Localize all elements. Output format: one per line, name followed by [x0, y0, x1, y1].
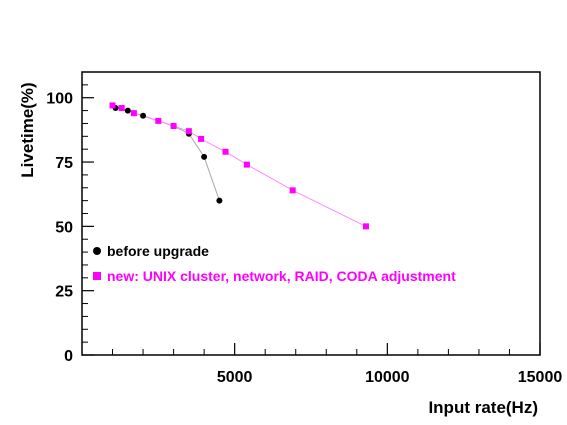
series-1-point	[124, 107, 131, 114]
plot-frame	[81, 71, 541, 356]
y-tick-label: 50	[55, 219, 73, 236]
series-1-point	[201, 153, 208, 160]
plot-border	[81, 71, 541, 356]
x-axis-title: Input rate(Hz)	[428, 398, 538, 417]
series-2-curve	[112, 104, 367, 227]
fit-curves	[112, 104, 367, 227]
series-2-point	[118, 105, 125, 112]
x-tick-label: 10000	[365, 369, 410, 386]
y-tick-label: 100	[46, 91, 73, 108]
y-tick-label: 0	[64, 348, 73, 365]
series-2-point	[109, 102, 116, 109]
axes: 0 25 50 75 100 5000 10000 15000	[46, 84, 563, 386]
series-2-point	[222, 148, 229, 155]
legend-marker-1	[93, 247, 101, 255]
series-2-point	[185, 128, 192, 135]
legend: before upgrade new: UNIX cluster, network…	[93, 243, 456, 284]
x-tick-label: 15000	[518, 369, 563, 386]
series-2-point	[243, 161, 250, 168]
series-1-point	[216, 197, 223, 204]
series-2-point	[362, 223, 369, 230]
legend-label-1: before upgrade	[107, 243, 209, 259]
y-tick-label: 75	[55, 155, 73, 172]
series-2-point	[289, 187, 296, 194]
series-2-point	[155, 117, 162, 124]
series-2-point	[198, 135, 205, 142]
y-tick-label: 25	[55, 284, 73, 301]
legend-label-2: new: UNIX cluster, network, RAID, CODA a…	[107, 268, 456, 284]
data-points	[109, 102, 369, 230]
legend-marker-2	[93, 272, 101, 280]
series-2-point	[170, 123, 177, 130]
x-tick-label: 5000	[217, 369, 253, 386]
series-1-point	[140, 112, 147, 119]
series-2-point	[130, 110, 137, 117]
y-axis-title: Livetime(%)	[18, 82, 37, 177]
